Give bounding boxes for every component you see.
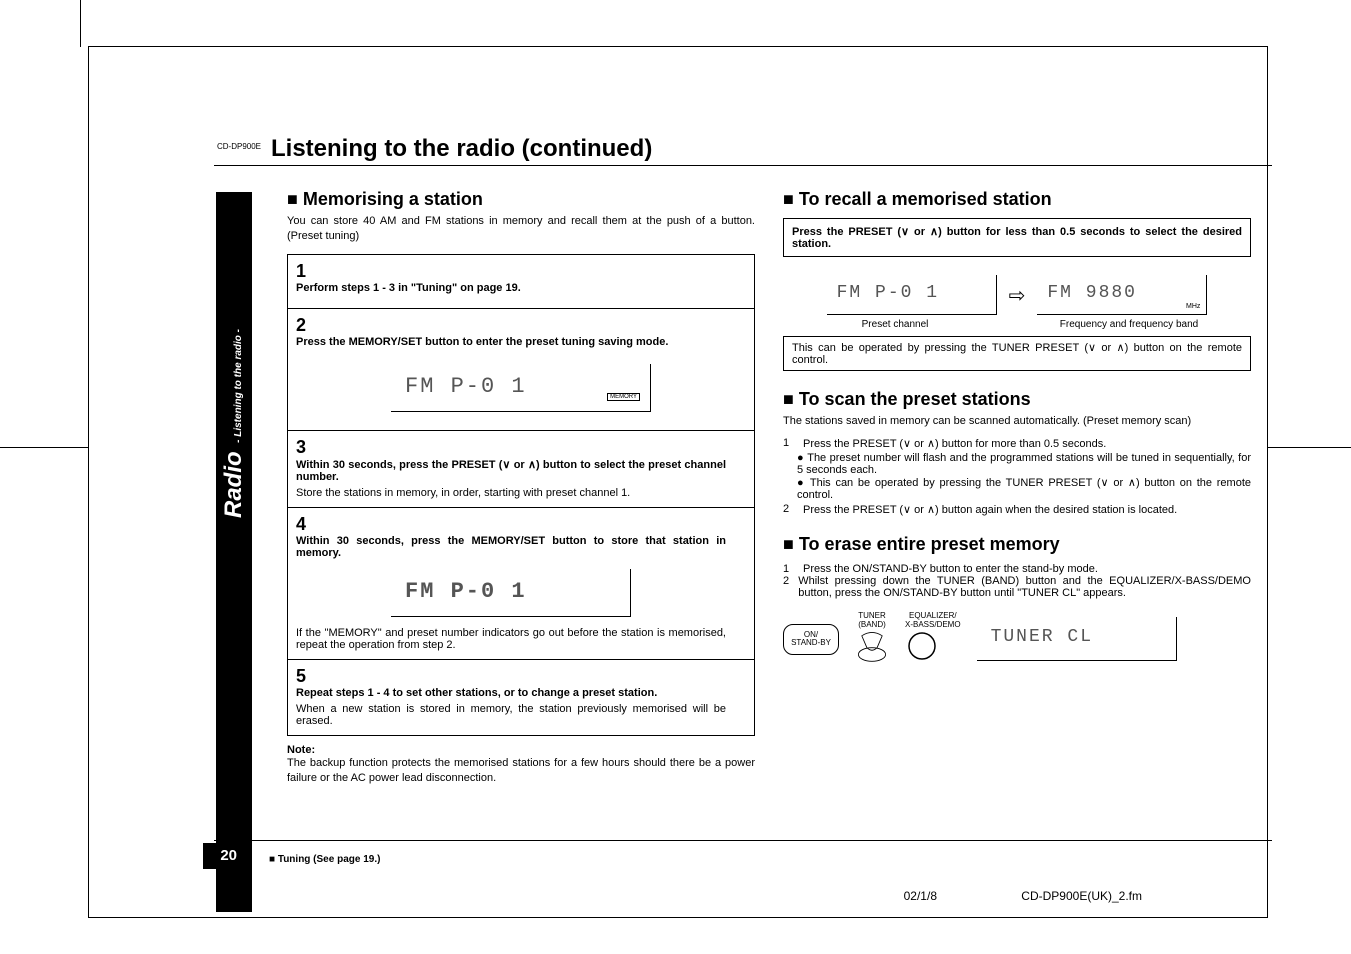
lcd-display-preset: FM P-0 1 bbox=[827, 275, 997, 315]
recall-block: Press the PRESET (∨ or ∧) button for les… bbox=[783, 218, 1251, 371]
erase-step-2: 2 Whilst pressing down the TUNER (BAND) … bbox=[783, 575, 1251, 599]
footer-rule bbox=[214, 840, 1272, 841]
footer-filename: CD-DP900E(UK)_2.fm bbox=[1021, 889, 1142, 903]
caption-frequency: Frequency and frequency band bbox=[1034, 319, 1224, 330]
steps-table: 1 Perform steps 1 - 3 in "Tuning" on pag… bbox=[287, 254, 755, 736]
crop-mark-left bbox=[0, 447, 88, 448]
scan-intro: The stations saved in memory can be scan… bbox=[783, 414, 1251, 429]
heading-recall: To recall a memorised station bbox=[783, 189, 1251, 210]
erase-step-text: Whilst pressing down the TUNER (BAND) bu… bbox=[798, 575, 1251, 599]
chapter-sidebar-text: Radio - Listening to the radio - bbox=[220, 482, 248, 518]
step-bold: Repeat steps 1 - 4 to set other stations… bbox=[296, 687, 657, 699]
step-bold: Within 30 seconds, press the MEMORY/SET … bbox=[296, 535, 726, 559]
recall-instruction: Press the PRESET (∨ or ∧) button for les… bbox=[783, 218, 1251, 257]
lcd-text: TUNER CL bbox=[991, 627, 1093, 647]
erase-diagram: ON/ STAND-BY TUNER (BAND) EQUALIZER/ X-B… bbox=[783, 611, 1251, 668]
step-number: 1 bbox=[296, 261, 312, 282]
chapter-name: Radio bbox=[220, 451, 247, 518]
erase-step-1: 1 Press the ON/STAND-BY button to enter … bbox=[783, 563, 1251, 575]
tuner-band-label: TUNER (BAND) bbox=[855, 611, 889, 629]
standby-label: ON/ STAND-BY bbox=[791, 630, 831, 648]
scan-bullet: The preset number will flash and the pro… bbox=[797, 452, 1251, 476]
step-text: Within 30 seconds, press the MEMORY/SET … bbox=[296, 535, 726, 651]
lcd-text: FM 9880 bbox=[1047, 283, 1137, 303]
lcd-text: FM P-0 1 bbox=[405, 579, 527, 604]
recall-footnote: This can be operated by pressing the TUN… bbox=[783, 336, 1251, 371]
caption-preset: Preset channel bbox=[810, 319, 980, 330]
scan-steps: 1 Press the PRESET (∨ or ∧) button for m… bbox=[783, 437, 1251, 516]
press-down-icon bbox=[855, 629, 889, 663]
erase-step-text: Press the ON/STAND-BY button to enter th… bbox=[803, 563, 1098, 575]
scan-step-text: Press the PRESET (∨ or ∧) button for mor… bbox=[803, 437, 1106, 450]
list-number: 1 bbox=[783, 563, 795, 575]
equalizer-button-group: EQUALIZER/ X-BASS/DEMO bbox=[905, 611, 961, 668]
list-number: 1 bbox=[783, 437, 795, 450]
scan-step-2: 2 Press the PRESET (∨ or ∧) button again… bbox=[783, 503, 1251, 516]
arrow-icon: ⇨ bbox=[1009, 283, 1026, 308]
button-circle-icon bbox=[905, 629, 939, 663]
heading-memorising: Memorising a station bbox=[287, 189, 755, 210]
step-number: 5 bbox=[296, 666, 312, 687]
lcd-display-tuner-cl: TUNER CL bbox=[977, 617, 1177, 661]
crop-mark-top bbox=[80, 0, 81, 47]
step-number: 2 bbox=[296, 315, 312, 336]
step-text: Within 30 seconds, press the PRESET (∨ o… bbox=[296, 458, 726, 499]
mhz-label: MHz bbox=[1186, 303, 1200, 310]
equalizer-label: EQUALIZER/ X-BASS/DEMO bbox=[905, 611, 961, 629]
step-2: 2 Press the MEMORY/SET button to enter t… bbox=[288, 308, 754, 430]
note-body: The backup function protects the memoris… bbox=[287, 756, 755, 786]
crop-mark-right bbox=[1268, 447, 1351, 448]
page-title: Listening to the radio (continued) bbox=[271, 135, 652, 163]
list-number: 2 bbox=[783, 503, 795, 516]
footer-crossref: Tuning (See page 19.) bbox=[269, 854, 380, 865]
step-bold: Within 30 seconds, press the PRESET (∨ o… bbox=[296, 459, 726, 483]
lcd-text: FM P-0 1 bbox=[837, 283, 939, 303]
footer-date: 02/1/8 bbox=[904, 889, 937, 903]
step-text: Perform steps 1 - 3 in "Tuning" on page … bbox=[296, 282, 726, 294]
step-4: 4 Within 30 seconds, press the MEMORY/SE… bbox=[288, 507, 754, 659]
model-tag: CD-DP900E bbox=[217, 142, 261, 151]
title-rule bbox=[214, 165, 1272, 166]
display-captions: Preset channel Frequency and frequency b… bbox=[783, 319, 1251, 330]
memorising-intro: You can store 40 AM and FM stations in m… bbox=[287, 214, 755, 244]
scan-step-1: 1 Press the PRESET (∨ or ∧) button for m… bbox=[783, 437, 1251, 450]
step-subtext: If the "MEMORY" and preset number indica… bbox=[296, 627, 726, 651]
heading-scan: To scan the preset stations bbox=[783, 389, 1251, 410]
scan-bullet: This can be operated by pressing the TUN… bbox=[797, 476, 1251, 501]
chapter-subtitle: - Listening to the radio - bbox=[233, 329, 244, 443]
step-number: 3 bbox=[296, 437, 312, 458]
step-text: Press the MEMORY/SET button to enter the… bbox=[296, 336, 726, 348]
list-number: 2 bbox=[783, 575, 790, 599]
step-text: Repeat steps 1 - 4 to set other stations… bbox=[296, 687, 726, 727]
lcd-text: FM P-0 1 bbox=[405, 374, 527, 399]
scan-sublist: The preset number will flash and the pro… bbox=[797, 452, 1251, 501]
right-column: To recall a memorised station Press the … bbox=[783, 189, 1251, 668]
step-subtext: When a new station is stored in memory, … bbox=[296, 703, 726, 727]
scan-step-text: Press the PRESET (∨ or ∧) button again w… bbox=[803, 503, 1177, 516]
manual-page: CD-DP900E Listening to the radio (contin… bbox=[88, 46, 1268, 918]
step-3: 3 Within 30 seconds, press the PRESET (∨… bbox=[288, 430, 754, 507]
step-5: 5 Repeat steps 1 - 4 to set other statio… bbox=[288, 659, 754, 735]
left-column: Memorising a station You can store 40 AM… bbox=[287, 189, 755, 785]
tuner-button-group: TUNER (BAND) bbox=[855, 611, 889, 668]
memory-indicator: MEMORY bbox=[607, 393, 640, 401]
page-number: 20 bbox=[203, 843, 243, 869]
note-heading: Note: bbox=[287, 744, 755, 756]
recall-displays: FM P-0 1 ⇨ FM 9880 MHz bbox=[783, 275, 1251, 315]
lcd-display: FM P-0 1 MEMORY bbox=[391, 364, 651, 412]
step-number: 4 bbox=[296, 514, 312, 535]
lcd-display-freq: FM 9880 MHz bbox=[1037, 275, 1207, 315]
standby-button-graphic: ON/ STAND-BY bbox=[783, 624, 839, 656]
heading-erase: To erase entire preset memory bbox=[783, 534, 1251, 555]
erase-steps: 1 Press the ON/STAND-BY button to enter … bbox=[783, 563, 1251, 599]
lcd-display: FM P-0 1 bbox=[391, 569, 631, 617]
step-1: 1 Perform steps 1 - 3 in "Tuning" on pag… bbox=[288, 255, 754, 308]
step-subtext: Store the stations in memory, in order, … bbox=[296, 487, 726, 499]
chapter-sidebar: Radio - Listening to the radio - bbox=[216, 192, 252, 912]
